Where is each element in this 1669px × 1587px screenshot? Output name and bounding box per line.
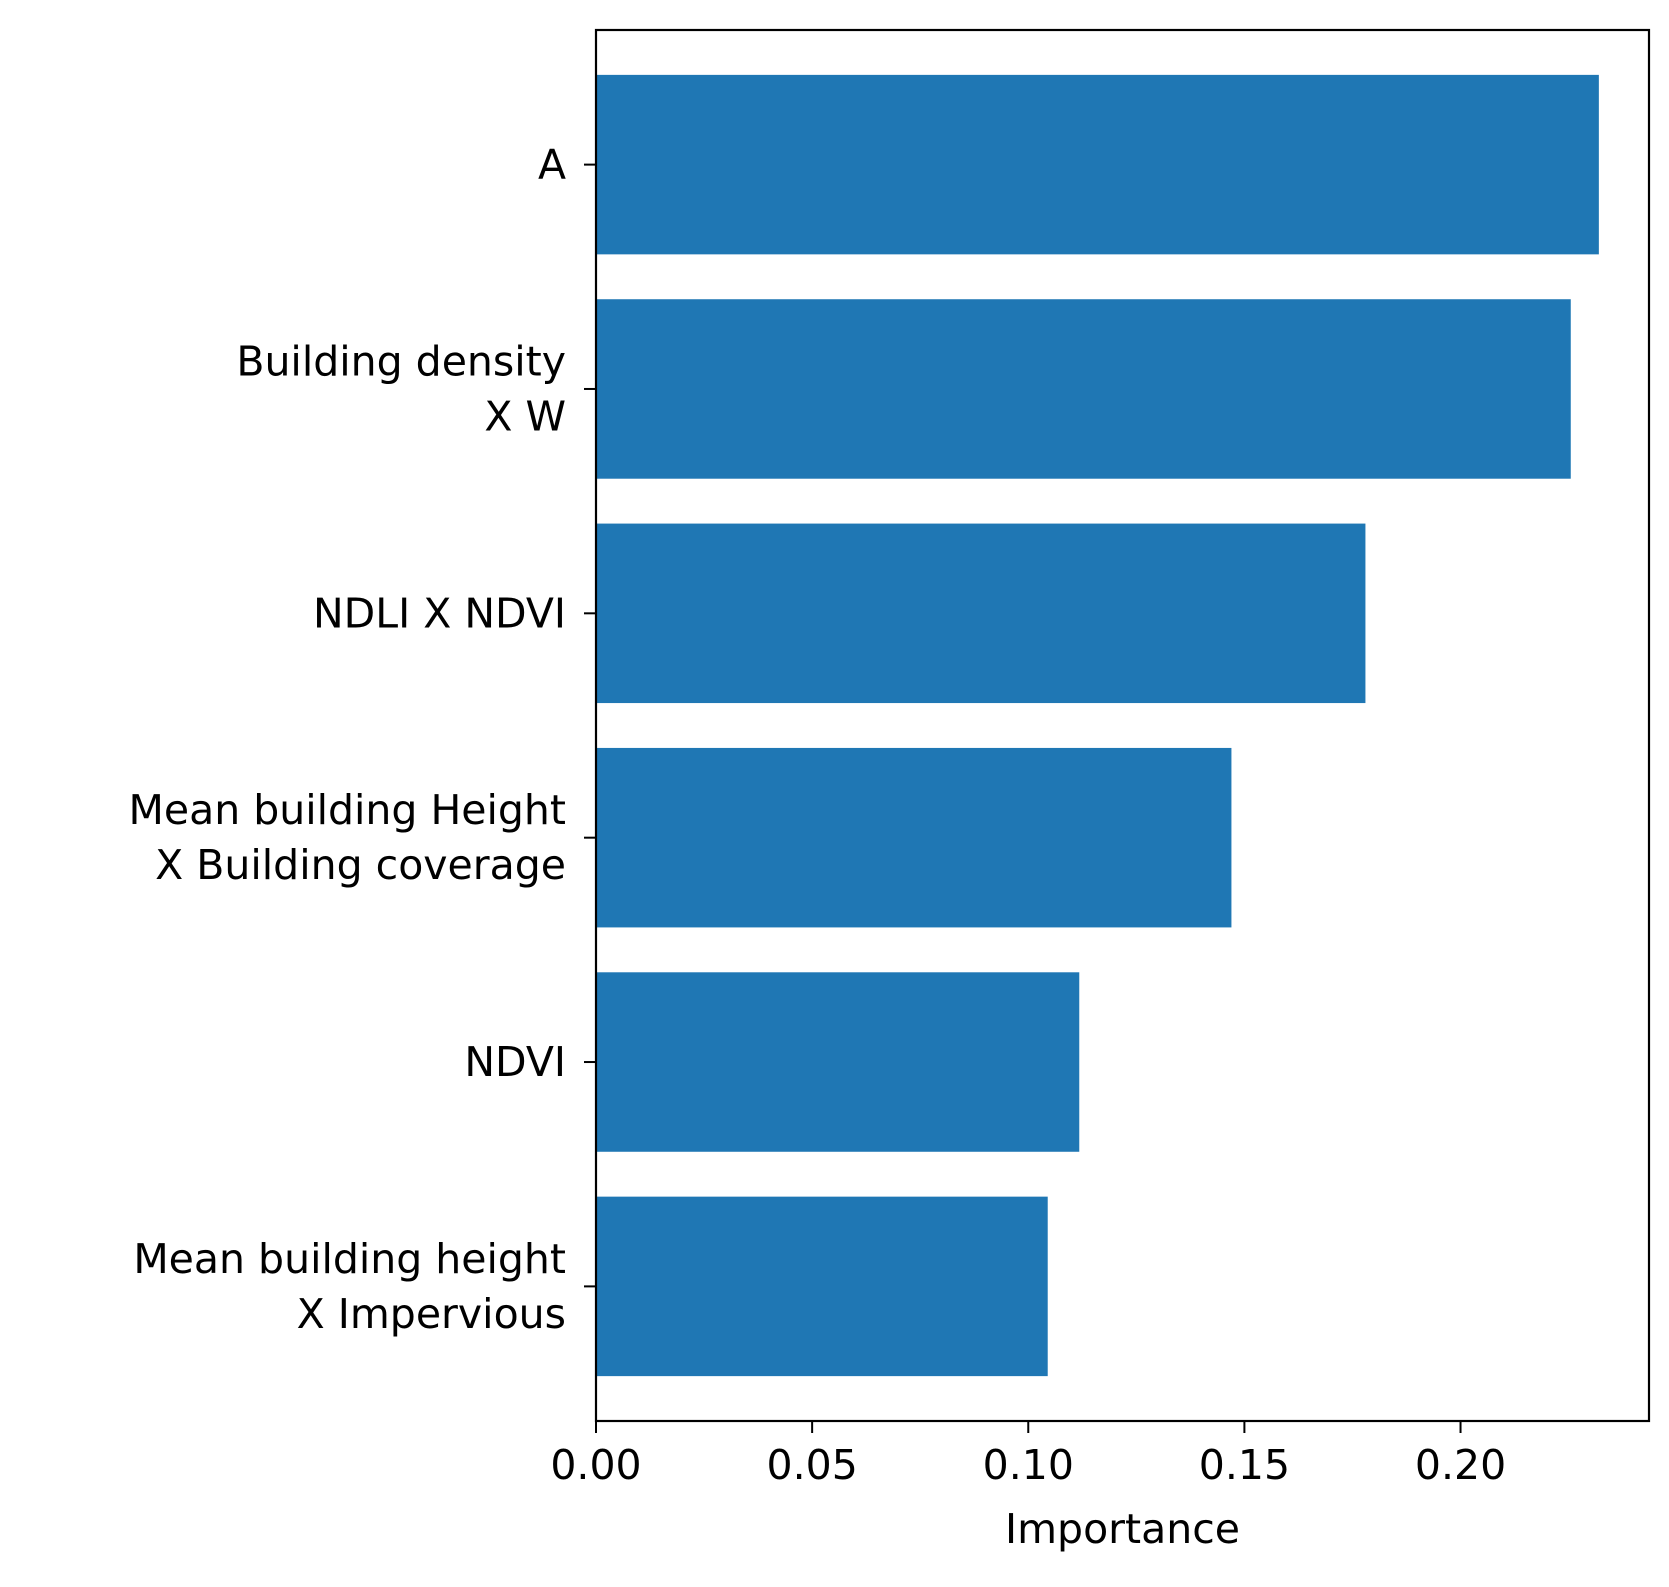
y-tick-label-line: A <box>538 141 566 189</box>
x-tick-label: 0.15 <box>1199 1441 1290 1489</box>
y-tick-label: A <box>538 141 566 189</box>
y-tick-label-line: Mean building height <box>133 1235 566 1283</box>
y-tick-label: NDVI <box>464 1038 566 1086</box>
y-tick-label-line: X W <box>484 392 566 440</box>
bar <box>596 972 1080 1152</box>
x-tick-label: 0.00 <box>550 1441 641 1489</box>
bar <box>596 523 1366 704</box>
x-axis-label: Importance <box>1005 1505 1240 1553</box>
y-tick-label-line: NDVI <box>464 1038 566 1086</box>
bar <box>596 74 1599 255</box>
bars-group <box>596 74 1599 1377</box>
x-tick-label: 0.05 <box>766 1441 857 1489</box>
y-axis: A Building density X W NDLI X NDVI Mean buil… <box>128 141 596 1338</box>
bar <box>596 747 1232 928</box>
y-tick-label: Building density X W <box>236 337 566 440</box>
y-tick-label: Mean building Height X Building coverage <box>128 786 566 889</box>
x-tick-label: 0.10 <box>983 1441 1074 1489</box>
x-axis: 0.00 0.05 0.10 0.15 0.20 <box>550 1421 1506 1489</box>
plot-frame <box>594 28 1651 1423</box>
y-tick-label-line: Building density <box>236 337 566 385</box>
bar <box>596 299 1571 479</box>
y-tick-label-line: X Impervious <box>297 1290 566 1338</box>
y-tick-label-line: NDLI X NDVI <box>313 589 566 637</box>
y-tick-label: NDLI X NDVI <box>313 589 566 637</box>
y-tick-label-line: Mean building Height <box>128 786 566 834</box>
y-tick-label: Mean building height X Impervious <box>133 1235 566 1338</box>
bar <box>596 1196 1048 1377</box>
y-tick-label-line: X Building coverage <box>155 841 566 889</box>
x-tick-label: 0.20 <box>1415 1441 1506 1489</box>
